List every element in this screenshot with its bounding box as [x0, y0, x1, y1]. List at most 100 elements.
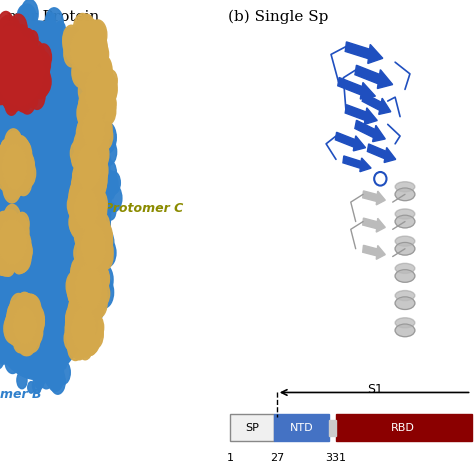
Circle shape: [0, 143, 14, 166]
Circle shape: [65, 60, 73, 72]
Circle shape: [0, 237, 3, 249]
Circle shape: [87, 330, 98, 348]
Circle shape: [72, 303, 86, 328]
Circle shape: [84, 294, 98, 317]
Circle shape: [76, 18, 89, 41]
Circle shape: [72, 283, 82, 299]
Ellipse shape: [395, 297, 415, 310]
Circle shape: [83, 96, 90, 108]
Circle shape: [0, 38, 2, 52]
Circle shape: [17, 54, 24, 66]
Circle shape: [81, 176, 89, 190]
Circle shape: [100, 74, 117, 102]
Circle shape: [74, 239, 90, 267]
Circle shape: [21, 134, 31, 152]
Circle shape: [87, 219, 94, 231]
Circle shape: [54, 325, 71, 353]
Circle shape: [75, 174, 84, 188]
Circle shape: [10, 14, 27, 44]
Text: 27: 27: [270, 453, 284, 463]
Circle shape: [0, 113, 2, 142]
Circle shape: [3, 315, 13, 333]
Circle shape: [78, 131, 94, 159]
Circle shape: [91, 105, 98, 116]
Circle shape: [91, 27, 101, 44]
Circle shape: [32, 91, 45, 112]
Circle shape: [31, 316, 40, 331]
Circle shape: [54, 303, 71, 332]
Circle shape: [79, 161, 87, 174]
Circle shape: [91, 294, 101, 312]
Circle shape: [24, 329, 32, 343]
Circle shape: [78, 254, 96, 284]
Circle shape: [21, 23, 32, 41]
Circle shape: [0, 45, 4, 64]
Circle shape: [36, 70, 44, 83]
Circle shape: [86, 139, 96, 156]
Circle shape: [11, 28, 20, 43]
Circle shape: [18, 332, 28, 350]
Circle shape: [100, 63, 112, 84]
Circle shape: [100, 205, 108, 219]
Circle shape: [0, 160, 15, 188]
Circle shape: [78, 120, 87, 136]
Circle shape: [39, 365, 54, 389]
Circle shape: [52, 91, 64, 111]
Circle shape: [6, 309, 20, 332]
Circle shape: [19, 321, 32, 342]
Circle shape: [41, 28, 51, 46]
Circle shape: [0, 220, 7, 248]
Circle shape: [16, 333, 23, 345]
Circle shape: [24, 359, 33, 374]
Circle shape: [82, 299, 94, 319]
Circle shape: [50, 34, 66, 62]
Circle shape: [73, 61, 87, 83]
Circle shape: [74, 292, 91, 320]
Circle shape: [89, 65, 95, 75]
Circle shape: [15, 220, 29, 244]
Circle shape: [76, 168, 88, 189]
Circle shape: [0, 247, 14, 276]
Circle shape: [73, 264, 83, 282]
Circle shape: [57, 94, 66, 108]
Circle shape: [85, 254, 99, 278]
Circle shape: [90, 264, 98, 276]
Circle shape: [72, 31, 80, 45]
Circle shape: [21, 354, 27, 365]
Circle shape: [5, 56, 20, 82]
Circle shape: [0, 144, 12, 167]
Circle shape: [10, 214, 28, 245]
Circle shape: [52, 138, 63, 157]
Circle shape: [11, 319, 25, 343]
Circle shape: [20, 134, 32, 155]
Circle shape: [11, 317, 21, 334]
Circle shape: [83, 254, 102, 285]
Circle shape: [20, 345, 28, 358]
Text: SP: SP: [245, 422, 259, 433]
Circle shape: [60, 70, 74, 95]
Circle shape: [19, 33, 37, 63]
Circle shape: [104, 173, 110, 184]
FancyArrow shape: [362, 93, 391, 114]
Circle shape: [82, 219, 95, 241]
Circle shape: [91, 102, 109, 133]
Circle shape: [62, 50, 70, 64]
Circle shape: [90, 57, 97, 69]
Circle shape: [16, 328, 26, 346]
Circle shape: [97, 172, 108, 191]
Circle shape: [36, 333, 50, 357]
Circle shape: [19, 325, 35, 351]
Circle shape: [0, 74, 11, 98]
Circle shape: [12, 174, 25, 195]
Circle shape: [0, 42, 1, 60]
Circle shape: [7, 30, 22, 55]
Circle shape: [94, 62, 105, 80]
Circle shape: [94, 225, 109, 249]
Circle shape: [2, 210, 20, 240]
Circle shape: [62, 124, 68, 135]
Circle shape: [13, 299, 27, 323]
Circle shape: [10, 149, 17, 159]
Circle shape: [89, 20, 107, 50]
Circle shape: [71, 140, 86, 166]
Circle shape: [92, 202, 101, 218]
